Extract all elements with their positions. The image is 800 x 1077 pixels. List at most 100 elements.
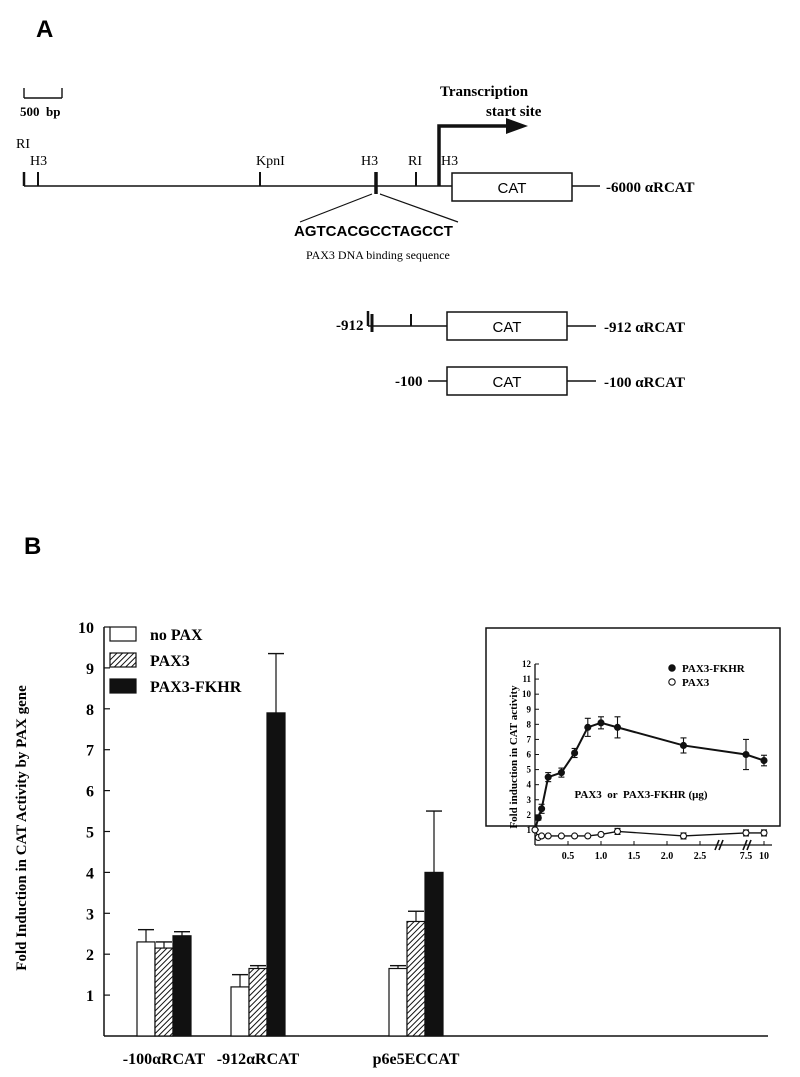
inset-point-filled — [613, 723, 622, 731]
site-h3-1: H3 — [30, 154, 47, 169]
inset-point-filled — [544, 773, 552, 781]
bar — [172, 935, 192, 1037]
y-tick-label: 3 — [86, 906, 94, 923]
inset-point-open — [531, 826, 539, 834]
legend-label: PAX3-FKHR — [150, 679, 242, 696]
inset-x-tick-label: 0.5 — [562, 851, 575, 862]
construct-912-right-label: -912 αRCAT — [604, 320, 685, 336]
site-ri-2: RI — [408, 154, 422, 169]
inset-point-filled — [679, 741, 688, 750]
y-tick-label: 2 — [86, 947, 94, 964]
legend-swatch — [109, 626, 137, 642]
y-tick-label: 8 — [86, 702, 94, 719]
bar-chart-legend: no PAX PAX3 PAX3-FKHR — [109, 626, 242, 696]
transcription-arrowhead — [506, 118, 528, 134]
inset-legend-marker — [668, 664, 676, 672]
inset-y-tick-label: 7 — [527, 734, 532, 744]
cat-label-6000: CAT — [498, 180, 527, 197]
inset-y-tick-label: 4 — [527, 780, 532, 790]
bar — [424, 871, 444, 1037]
inset-point-open — [597, 830, 605, 838]
inset-x-tick-label: 10 — [759, 851, 769, 862]
transcription-label-1: Transcription — [440, 84, 529, 100]
x-category-label: -912αRCAT — [217, 1051, 300, 1068]
inset-point-filled — [534, 814, 542, 822]
construct-912-left-label: -912 — [336, 318, 364, 334]
y-tick-label: 5 — [86, 825, 94, 842]
scale-bar-label: 500 bp — [20, 104, 60, 119]
inset-point-filled — [760, 756, 768, 765]
construct-6000-label: -6000 αRCAT — [606, 180, 695, 196]
y-tick-label: 9 — [86, 661, 94, 678]
cat-box-6000 — [451, 172, 573, 202]
transcription-arrow — [437, 124, 508, 186]
inset-point-open — [538, 832, 546, 840]
site-ri-1: RI — [16, 137, 30, 152]
bar — [406, 920, 426, 1037]
inset-axis-break — [718, 839, 724, 851]
panel-b-label: B — [24, 533, 41, 560]
inset-y-tick-label: 1 — [527, 825, 532, 835]
inset-point-filled — [597, 719, 605, 727]
inset-y-tick-label: 8 — [527, 719, 532, 729]
bar — [154, 947, 174, 1037]
site-h3-3: H3 — [441, 154, 458, 169]
inset-point-filled — [742, 750, 750, 759]
y-tick-label: 1 — [86, 988, 94, 1005]
inset-point-open — [760, 829, 768, 837]
inset-x-tick-label: 2.0 — [661, 851, 674, 862]
pax3-binding-caption: PAX3 DNA binding sequence — [306, 248, 450, 262]
bar-chart-bars — [136, 652, 444, 1037]
cat-label-100: CAT — [493, 374, 522, 391]
inset-legend-marker — [668, 678, 676, 686]
inset-y-tick-label: 11 — [522, 674, 531, 684]
inset-point-open — [613, 827, 622, 835]
inset-line-chart: Fold induction in CAT activity PAX3 or P… — [508, 659, 772, 862]
pax3-binding-sequence: AGTCACGCCTAGCCT — [294, 223, 453, 240]
inset-point-open — [584, 832, 592, 840]
zoom-line-left — [299, 193, 373, 223]
bar-chart-xlabels: -100αRCAT -912αRCAT p6e5ECCAT — [123, 1051, 460, 1068]
inset-point-open — [544, 832, 552, 840]
inset-x-tick-label: 1.0 — [595, 851, 608, 862]
panel-a: A 500 bp Transcription start site RI H3 … — [16, 16, 695, 396]
y-tick-label: 6 — [86, 784, 94, 801]
inset-y-tick-label: 12 — [522, 659, 532, 669]
y-tick-label: 10 — [78, 620, 94, 637]
inset-point-open — [679, 832, 688, 840]
inset-y-tick-label: 3 — [527, 795, 532, 805]
scale-bar — [23, 88, 63, 99]
legend-label: no PAX — [150, 627, 203, 644]
bar — [248, 967, 268, 1037]
x-category-label: p6e5ECCAT — [373, 1051, 460, 1068]
bar — [388, 967, 408, 1037]
inset-point-filled — [571, 749, 579, 757]
legend-swatch — [109, 652, 137, 668]
inset-point-filled — [538, 805, 546, 813]
inset-x-tick-label: 1.5 — [628, 851, 641, 862]
inset-x-tick-label: 2.5 — [694, 851, 707, 862]
inset-xlabel: PAX3 or PAX3-FKHR (μg) — [574, 789, 707, 801]
inset-point-open — [557, 832, 565, 840]
bar — [266, 712, 286, 1037]
cat-box-912 — [446, 311, 568, 341]
legend-swatch — [109, 678, 137, 694]
bar-chart: Fold Induction in CAT Activity by PAX ge… — [14, 620, 768, 1068]
bar — [230, 986, 250, 1037]
site-h3-2: H3 — [361, 154, 378, 169]
inset-point-open — [742, 829, 750, 837]
inset-x-tick-label: 7.5 — [740, 851, 753, 862]
inset-legend-label: PAX3 — [682, 677, 710, 689]
cat-label-912: CAT — [493, 319, 522, 336]
inset-y-tick-label: 9 — [527, 704, 532, 714]
bar — [136, 941, 156, 1037]
inset-legend-label: PAX3-FKHR — [682, 663, 746, 675]
inset-y-tick-label: 2 — [527, 810, 532, 820]
inset-point-filled — [584, 723, 592, 731]
construct-100-right-label: -100 αRCAT — [604, 375, 685, 391]
zoom-line-right — [379, 193, 459, 223]
y-tick-label: 7 — [86, 743, 94, 760]
inset-ylabel: Fold induction in CAT activity — [508, 685, 520, 829]
